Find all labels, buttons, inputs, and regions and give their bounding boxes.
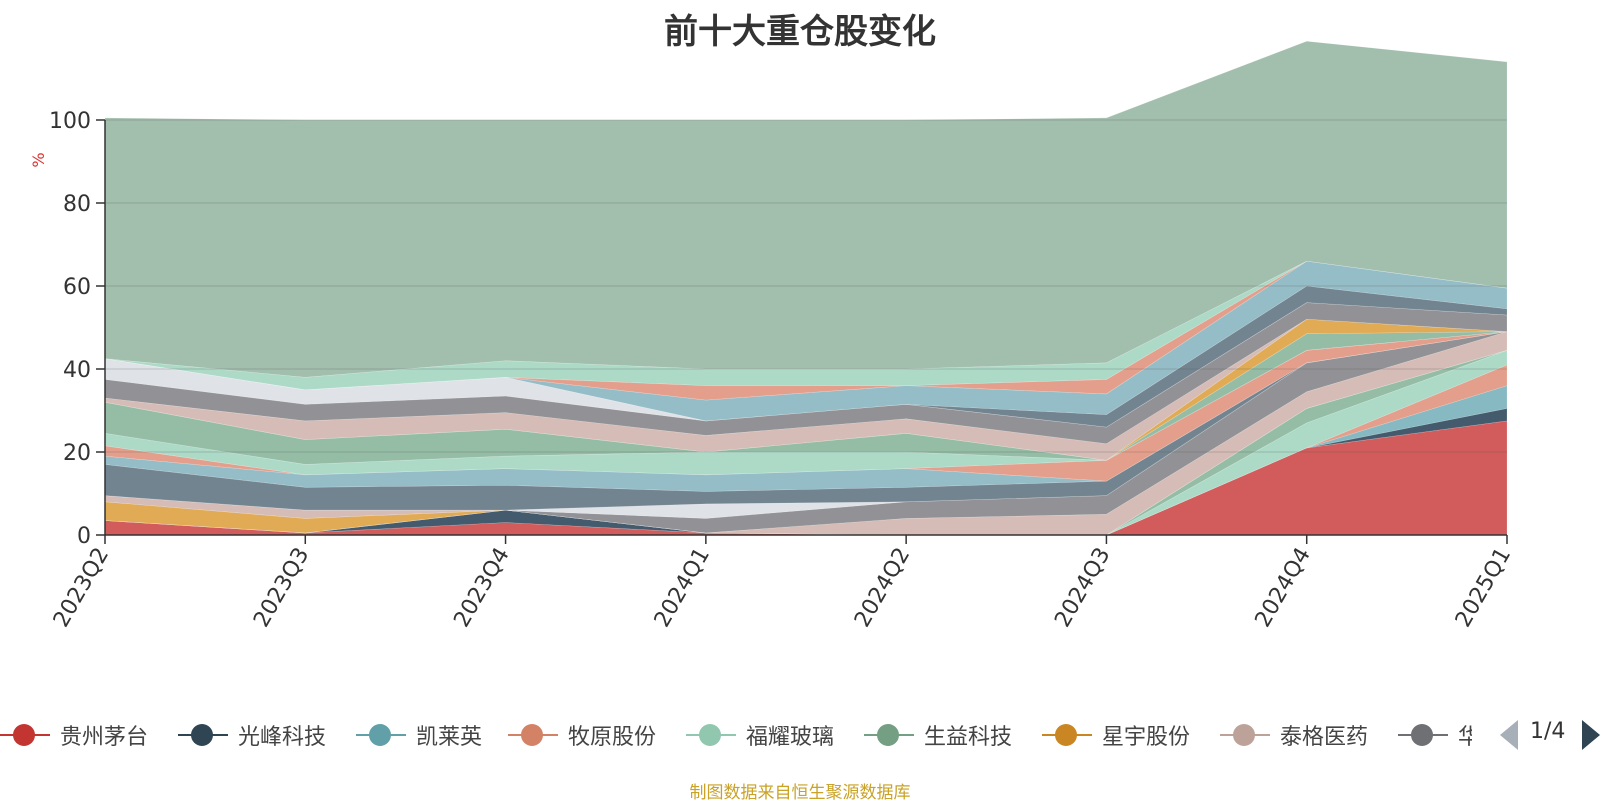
- x-tick-label: 2024Q1: [650, 544, 715, 632]
- legend-item[interactable]: 牧原股份: [508, 715, 656, 755]
- area-series-12: [104, 331, 1508, 482]
- legend-item[interactable]: 贵州茅台: [0, 715, 148, 755]
- legend-marker-icon: [1398, 723, 1448, 747]
- chart-title: 前十大重仓股变化: [664, 12, 936, 52]
- legend-label: 泰格医药: [1280, 725, 1369, 750]
- legend-label: 福耀玻璃: [746, 725, 835, 750]
- y-tick-label: 40: [63, 358, 91, 383]
- data-source-note: 制图数据来自恒生聚源数据库: [689, 783, 911, 803]
- y-tick-label: 100: [49, 109, 91, 134]
- legend-item[interactable]: 凯莱英: [356, 715, 482, 755]
- legend-label: 星宇股份: [1102, 725, 1191, 750]
- legend-marker-icon: [508, 723, 558, 747]
- grid-lines: [105, 119, 1507, 453]
- x-tick-label: 2025Q1: [1451, 544, 1516, 632]
- y-tick-label: 0: [77, 524, 91, 549]
- legend-label: 光峰科技: [238, 725, 327, 750]
- area-chart: 0 20 40 60 80 100 2023Q2 2023Q3 2023Q4 2024Q1 2024…: [29, 40, 1516, 632]
- y-axis-unit-label: %: [29, 152, 48, 167]
- legend-prev-page-icon[interactable]: [1500, 720, 1518, 750]
- legend-marker-dot: [1233, 724, 1255, 746]
- legend-marker-dot: [369, 724, 391, 746]
- area-series-11: [104, 331, 1508, 492]
- legend-marker-dot: [699, 724, 721, 746]
- legend-item[interactable]: 福耀玻璃: [686, 715, 834, 755]
- y-tick-label: 80: [63, 192, 91, 217]
- legend-marker-dot: [13, 724, 35, 746]
- legend-label: 生益科技: [924, 725, 1013, 750]
- legend-marker-dot: [191, 724, 213, 746]
- legend-next-page-icon[interactable]: [1582, 720, 1600, 750]
- legend: 贵州茅台 光峰科技 凯莱英 牧原股份 福耀玻璃 生益科技 星宇股份 泰格医药 华 1/4: [0, 715, 1600, 755]
- area-layers: [104, 40, 1508, 536]
- area-series-20: [104, 260, 1508, 422]
- legend-page-indicator: 1/4: [1530, 719, 1566, 744]
- legend-label: 华: [1458, 725, 1472, 750]
- area-series-17: [104, 302, 1508, 445]
- legend-item[interactable]: 星宇股份: [1042, 715, 1190, 755]
- x-tick-label: 2024Q4: [1251, 544, 1316, 632]
- legend-marker-dot: [521, 724, 543, 746]
- x-tick-label: 2024Q3: [1050, 544, 1115, 632]
- legend-marker-dot: [1411, 724, 1433, 746]
- y-tick-label: 20: [63, 441, 91, 466]
- legend-marker-icon: [0, 723, 50, 747]
- legend-marker-icon: [1220, 723, 1270, 747]
- legend-marker-icon: [1042, 723, 1092, 747]
- legend-marker-icon: [864, 723, 914, 747]
- y-tick-label: 60: [63, 275, 91, 300]
- area-series-23: [104, 40, 1508, 378]
- x-tick-label: 2023Q4: [449, 544, 514, 632]
- area-series-19: [104, 285, 1508, 428]
- x-tick-label: 2023Q3: [249, 544, 314, 632]
- legend-marker-dot: [877, 724, 899, 746]
- area-series-14: [104, 331, 1508, 465]
- legend-marker-icon: [356, 723, 406, 747]
- legend-item[interactable]: 泰格医药: [1220, 715, 1368, 755]
- legend-item[interactable]: 生益科技: [864, 715, 1012, 755]
- x-tick-label: 2024Q2: [850, 544, 915, 632]
- legend-marker-icon: [178, 723, 228, 747]
- legend-marker-dot: [1055, 724, 1077, 746]
- legend-item[interactable]: 光峰科技: [178, 715, 326, 755]
- x-tick-label: 2023Q2: [49, 544, 114, 632]
- legend-label: 凯莱英: [416, 725, 483, 750]
- legend-items: 贵州茅台 光峰科技 凯莱英 牧原股份 福耀玻璃 生益科技 星宇股份 泰格医药 华: [0, 715, 1472, 755]
- legend-label: 贵州茅台: [60, 725, 149, 750]
- legend-label: 牧原股份: [568, 725, 657, 750]
- legend-item[interactable]: 华: [1398, 715, 1472, 755]
- legend-marker-icon: [686, 723, 736, 747]
